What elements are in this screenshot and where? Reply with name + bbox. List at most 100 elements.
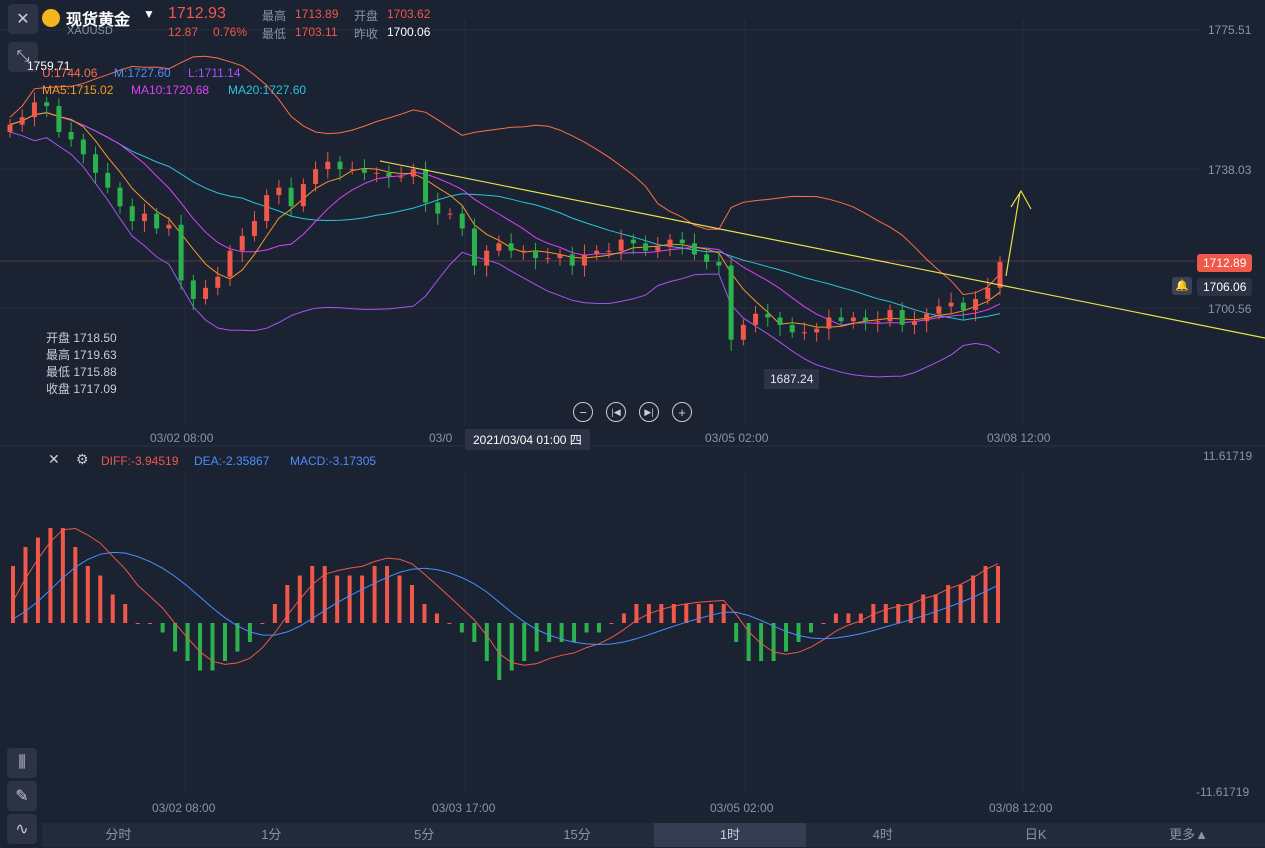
macd-axis-bottom: -11.61719 <box>1196 785 1250 799</box>
tab-5min[interactable]: 5分 <box>414 827 435 842</box>
macd-bar <box>572 623 577 642</box>
tab-1hour[interactable]: 1时 <box>653 823 807 847</box>
macd-bar <box>721 604 726 623</box>
candle-body <box>960 302 966 311</box>
pencil-icon: ✎ <box>15 788 29 805</box>
ma5-label: MA5:1715.02 <box>42 83 114 97</box>
candle-body <box>300 183 306 207</box>
macd-bar <box>996 566 1000 623</box>
low-marker: 1687.24 <box>764 369 820 389</box>
step-forward-button[interactable]: ▶| <box>639 402 659 422</box>
macd-time-label: 03/03 17:00 <box>432 801 496 815</box>
candle-body <box>594 250 600 255</box>
alert-price-tag[interactable]: 1706.06 <box>1197 278 1253 296</box>
timeframe-tabs: 分时 1分 5分 15分 1时 4时 日K 更多▲ <box>42 823 1265 847</box>
gear-icon[interactable]: ⚙ <box>76 451 89 467</box>
tab-timeshare[interactable]: 分时 <box>105 827 132 842</box>
step-back-icon: |◀ <box>611 406 621 417</box>
ohlc-low: 最低 1715.88 <box>46 365 117 379</box>
macd-bar <box>98 575 103 623</box>
candle-body <box>80 139 86 155</box>
close-icon[interactable]: ✕ <box>48 451 60 467</box>
candle-body <box>410 169 416 177</box>
chevron-down-icon[interactable]: ▼ <box>143 7 155 21</box>
macd-bar <box>509 623 514 671</box>
candle-body <box>239 235 245 251</box>
boll-upper: U:1744.06 <box>42 66 98 80</box>
candle-body <box>68 132 74 140</box>
ma20-line <box>9 112 1001 321</box>
candle-body <box>141 213 147 222</box>
macd-bar <box>671 604 676 623</box>
macd-bar <box>447 623 452 624</box>
expand-button[interactable]: ⤡ <box>8 42 38 72</box>
crosshair-time: 2021/03/04 01:00 四 <box>465 429 590 450</box>
close-button[interactable]: ✕ <box>8 4 38 34</box>
macd-bar <box>858 613 863 623</box>
candlestick-button[interactable]: ⫼ <box>7 748 37 778</box>
macd-bar <box>784 623 789 652</box>
zoom-in-button[interactable]: + <box>672 402 692 422</box>
macd-bar <box>11 566 15 623</box>
candle-body <box>691 243 697 255</box>
macd-bar <box>48 528 53 623</box>
candle-body <box>264 195 270 222</box>
tab-4hour[interactable]: 4时 <box>872 827 893 842</box>
macd-bar <box>534 623 539 652</box>
top-left-price: 1759.71 <box>27 59 71 73</box>
candle-body <box>716 261 722 266</box>
candle-body <box>704 254 710 262</box>
candle-body <box>423 169 429 203</box>
macd-bar <box>335 575 340 623</box>
candle-body <box>911 321 917 325</box>
zoom-out-button[interactable]: − <box>573 402 593 422</box>
indicator-button[interactable]: ∿ <box>7 814 37 844</box>
tab-daily[interactable]: 日K <box>1024 827 1047 842</box>
price-change-pct: 0.76% <box>213 25 248 39</box>
macd-bar <box>135 623 140 624</box>
price-axis-label: 1700.56 <box>1208 302 1252 316</box>
candle-body <box>496 243 502 251</box>
candle-body <box>31 102 37 118</box>
macd-bar <box>821 623 826 624</box>
macd-bar <box>472 623 477 642</box>
macd-bar <box>522 623 527 661</box>
candle-body <box>863 317 869 322</box>
macd-bar <box>434 613 439 623</box>
macd-bar <box>871 604 876 623</box>
candle-body <box>447 213 453 215</box>
candle-body <box>166 224 172 229</box>
indicator-icon: ∿ <box>15 821 29 838</box>
candle-body <box>178 224 184 281</box>
macd-time-label: 03/02 08:00 <box>152 801 216 815</box>
ohlc-close: 收盘 1717.09 <box>46 382 117 396</box>
candle-body <box>569 254 575 266</box>
candle-body <box>679 239 685 244</box>
candlestick-icon: ⫼ <box>18 754 26 771</box>
candle-body <box>985 287 991 299</box>
candle-body <box>875 321 881 323</box>
tab-1min[interactable]: 1分 <box>261 827 282 842</box>
low-label: 最低 <box>262 27 287 41</box>
step-back-button[interactable]: |◀ <box>606 402 626 422</box>
macd-bar <box>684 604 689 623</box>
candle-body <box>557 254 563 259</box>
candle-body <box>508 243 514 251</box>
instrument-title[interactable]: 现货黄金 <box>66 12 131 29</box>
bell-icon[interactable]: 🔔 <box>1172 277 1192 295</box>
draw-button[interactable]: ✎ <box>7 781 37 811</box>
time-axis-label: 03/05 02:00 <box>705 431 769 445</box>
last-price: 1712.93 <box>168 5 226 22</box>
time-axis-label: 03/08 12:00 <box>987 431 1051 445</box>
tab-more[interactable]: 更多▲ <box>1169 827 1208 842</box>
macd-time-label: 03/05 02:00 <box>710 801 774 815</box>
macd-bar <box>385 566 390 623</box>
macd-bar <box>547 623 552 642</box>
macd-bar <box>148 623 153 624</box>
macd-value: MACD:-3.17305 <box>290 454 377 468</box>
tab-15min[interactable]: 15分 <box>563 827 591 842</box>
macd-bar <box>709 604 714 623</box>
ohlc-high: 最高 1719.63 <box>46 348 117 362</box>
candle-body <box>826 317 832 329</box>
